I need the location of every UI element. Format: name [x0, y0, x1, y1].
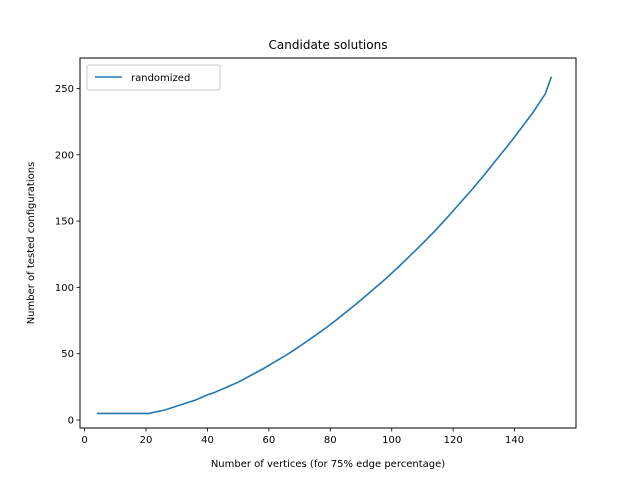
y-tick-label: 50 [61, 349, 74, 360]
y-axis: 0 50 100 150 200 250 [55, 84, 80, 427]
plot-frame [79, 57, 577, 429]
y-axis-label: Number of tested configurations [26, 162, 37, 325]
plot-area [80, 58, 576, 428]
x-axis-label: Number of vertices (for 75% edge percent… [211, 459, 445, 470]
x-tick-label: 80 [324, 435, 337, 446]
legend-label: randomized [131, 73, 190, 84]
y-tick-label: 200 [55, 150, 74, 161]
series-layer [96, 76, 553, 415]
x-tick-label: 60 [263, 435, 276, 446]
legend: randomized [86, 64, 221, 91]
series-line-randomized [96, 76, 553, 415]
legend-box [86, 64, 221, 91]
x-tick-label: 20 [140, 435, 153, 446]
x-tick-label: 40 [201, 435, 214, 446]
chart-title: Candidate solutions [269, 38, 388, 52]
y-tick-label: 150 [55, 217, 74, 228]
y-tick-label: 0 [68, 416, 74, 427]
x-tick-label: 100 [382, 435, 401, 446]
y-tick-label: 250 [55, 84, 74, 95]
y-tick-label: 100 [55, 283, 74, 294]
x-axis: 0 20 40 60 80 100 120 140 [81, 428, 524, 446]
x-tick-label: 140 [505, 435, 524, 446]
x-tick-label: 120 [444, 435, 463, 446]
x-tick-label: 0 [81, 435, 87, 446]
